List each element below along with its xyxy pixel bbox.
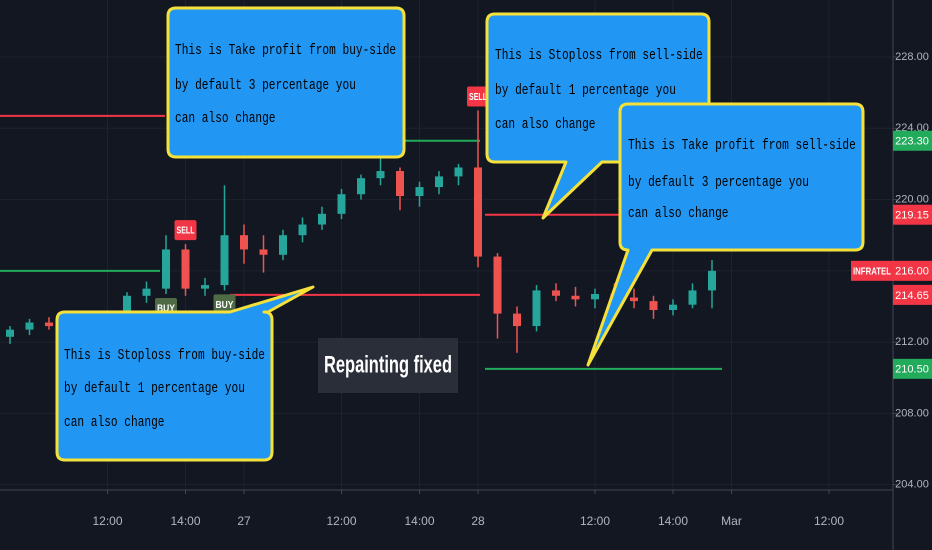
candle-body [435,176,443,188]
candle-body [708,270,716,291]
price-label: 214.65 [895,290,929,302]
banner-text: Repainting fixed [324,351,452,378]
callout-text: by default 3 percentage you [175,77,356,94]
banner-box [318,338,458,393]
signal-label: BUY [216,300,234,311]
price-label: 210.50 [895,364,929,376]
x-tick-label: 12:00 [814,514,844,528]
candle-body [220,235,229,286]
symbol-label: INFRATEL [853,266,891,277]
candle-body [474,167,482,257]
callout-box [586,102,865,367]
candle-body [259,249,268,255]
candle-body [25,322,34,330]
callout-text: can also change [628,205,729,222]
callout-text: can also change [175,110,276,127]
candle-body [337,194,346,214]
price-label-box [893,284,932,305]
price-label: 216.00 [895,266,929,278]
callout-text: This is Stoploss from sell-side [495,47,703,64]
price-label: 223.30 [895,136,929,148]
candle-body [181,249,190,289]
candle-body [45,322,53,327]
candle-body [279,235,287,255]
x-tick-label: 28 [471,514,485,528]
signal-label: SELL [469,92,487,103]
callout-box [485,12,711,220]
callout-text: This is Take profit from buy-side [175,42,396,59]
candle-body [123,295,131,318]
candle-body [493,256,502,314]
x-tick-label: 14:00 [658,514,688,528]
candle-body [532,290,541,327]
candle-body [591,294,599,300]
candle-body [688,290,697,305]
x-tick-label: 12:00 [580,514,610,528]
candle-body [552,290,560,296]
callout-text: can also change [64,414,165,431]
y-tick-label: 208.00 [895,407,929,419]
signal-label: SELL [177,226,195,237]
callout-text: by default 1 percentage you [64,380,245,397]
candle-body [6,329,14,337]
candle-body [162,249,170,289]
signal-box [467,86,489,107]
callout-box [166,6,406,159]
candle-body [649,301,658,311]
x-tick-label: 27 [237,514,251,528]
price-label-box [893,130,932,151]
candle-body [630,297,638,302]
price-label: 219.15 [895,210,929,222]
price-label-box [893,358,932,379]
candle-body [513,313,521,327]
y-tick-label: 204.00 [895,479,929,491]
candle-body [415,187,424,196]
candle-body [298,224,307,236]
callout-text: can also change [495,116,596,133]
y-tick-label: 220.00 [895,193,929,205]
candle-body [454,167,463,177]
y-tick-label: 212.00 [895,336,929,348]
x-tick-label: 14:00 [170,514,200,528]
symbol-box [851,260,893,281]
candle-body [142,288,151,296]
candle-body [318,213,326,225]
candle-body [201,285,209,289]
callout-text: by default 3 percentage you [628,174,809,191]
callout-text: This is Take profit from sell-side [628,137,856,154]
candle-body [357,178,365,195]
signal-box [213,294,236,315]
candle-body [240,235,248,250]
x-tick-label: 12:00 [326,514,356,528]
x-tick-label: Mar [721,514,742,528]
y-tick-label: 228.00 [895,51,929,63]
callout-text: by default 1 percentage you [495,82,676,99]
candle-body [396,171,404,196]
signal-label: BUY [157,304,175,315]
candle-body [669,304,677,311]
candle-body [571,295,580,300]
x-tick-label: 14:00 [404,514,434,528]
signal-box [174,220,197,241]
price-label-box [893,260,932,281]
candle-body [376,171,385,179]
callout-text: This is Stoploss from buy-side [64,347,265,364]
price-label-box [893,204,932,225]
callout-box [55,285,315,462]
x-tick-label: 12:00 [92,514,122,528]
